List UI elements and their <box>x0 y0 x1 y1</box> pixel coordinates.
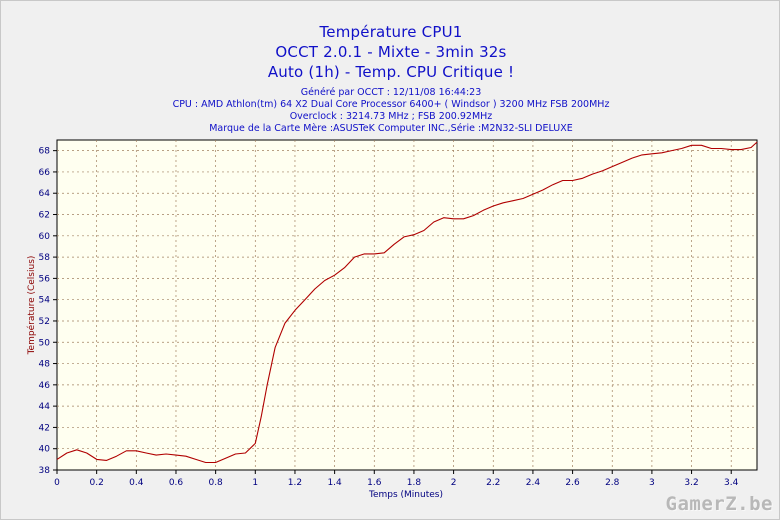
y-tick-label: 44 <box>39 402 51 412</box>
y-tick-label: 52 <box>39 317 50 327</box>
series-layer <box>56 141 758 464</box>
grid <box>57 140 757 470</box>
y-tick-label: 56 <box>39 274 51 284</box>
y-axis-label: Température (Celsius) <box>26 256 37 356</box>
x-tick-label: 1.6 <box>367 478 382 488</box>
info-cpu: CPU : AMD Athlon(tm) 64 X2 Dual Core Pro… <box>172 99 610 110</box>
x-tick-label: 3.2 <box>684 478 698 488</box>
info-overclock: Overclock : 3214.73 MHz ; FSB 200.92MHz <box>289 111 493 122</box>
x-tick-label: 1.4 <box>327 478 342 488</box>
y-tick-label: 58 <box>39 253 51 263</box>
y-tick-label: 40 <box>39 445 51 455</box>
x-tick-label: 3 <box>649 478 655 488</box>
x-tick-label: 0.6 <box>169 478 184 488</box>
y-tick-label: 54 <box>39 296 51 306</box>
x-tick-label: 2.4 <box>526 478 541 488</box>
chart-subtitle-test: OCCT 2.0.1 - Mixte - 3min 32s <box>275 43 507 61</box>
y-tick-label: 60 <box>39 232 51 242</box>
y-tick-label: 62 <box>39 211 50 221</box>
x-tick-label: 2 <box>451 478 457 488</box>
y-tick-label: 66 <box>39 168 51 178</box>
x-tick-label: 1 <box>252 478 258 488</box>
x-tick-label: 3.4 <box>724 478 739 488</box>
x-tick-label: 2.8 <box>605 478 620 488</box>
y-tick-label: 38 <box>39 466 51 476</box>
y-tick-label: 50 <box>39 338 51 348</box>
x-tick-label: 1.8 <box>407 478 422 488</box>
y-tick-label: 64 <box>39 189 51 199</box>
chart-title: Température CPU1 <box>319 23 463 41</box>
chart-subtitle-mode: Auto (1h) - Temp. CPU Critique ! <box>267 63 515 81</box>
y-tick-label: 48 <box>39 360 51 370</box>
info-generated: Généré par OCCT : 12/11/08 16:44:23 <box>300 87 482 98</box>
x-tick-label: 0.4 <box>129 478 144 488</box>
axis-ticks: 0 0.2 0.4 0.6 0.8 1 1.2 1.4 1.6 1.8 2 2.2 2.4 2.6 2.8 3… <box>39 147 739 488</box>
x-tick-label: 0 <box>54 478 60 488</box>
y-tick-label: 46 <box>39 381 51 391</box>
x-tick-label: 1.2 <box>288 478 302 488</box>
plot-area <box>56 139 758 471</box>
x-tick-label: 2.6 <box>565 478 580 488</box>
y-tick-label: 42 <box>39 423 50 433</box>
x-axis-label: Temps (Minutes) <box>368 490 443 500</box>
info-motherboard: Marque de la Carte Mère :ASUSTeK Compute… <box>209 123 573 134</box>
x-tick-label: 0.2 <box>89 478 103 488</box>
x-tick-label: 0.8 <box>208 478 223 488</box>
x-tick-label: 2.2 <box>486 478 500 488</box>
temperature-series-line <box>56 141 758 464</box>
watermark-logo: GamerZ.be <box>665 493 773 515</box>
y-tick-label: 68 <box>39 147 51 157</box>
